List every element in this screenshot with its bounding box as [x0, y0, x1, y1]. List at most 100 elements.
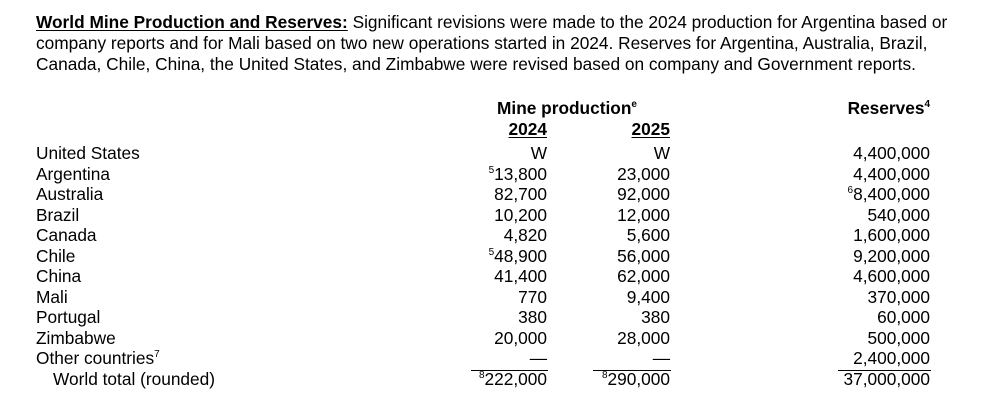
reserves-value: 8,400,000 [853, 184, 930, 204]
production-2025: 28,000 [617, 328, 670, 349]
reserves: 9,200,000 [853, 246, 930, 267]
table-row: Brazil 10,200 12,000 540,000 [0, 205, 1000, 226]
total-reserves-value: 37,000,000 [843, 368, 931, 389]
production-2024-value: 13,800 [494, 163, 547, 184]
production-2024-value: 770 [518, 286, 547, 307]
reserves-value: 4,400,000 [853, 143, 930, 163]
reserves: 540,000 [868, 205, 930, 226]
production-2024: W [531, 143, 547, 164]
country-name: Mali [36, 287, 68, 308]
production-2024: 20,000 [494, 328, 547, 349]
sum-rule-2025 [593, 369, 671, 371]
total-reserves: 37,000,000 [844, 369, 931, 390]
country-label: Brazil [36, 204, 80, 225]
production-2024-footnote: 5 [488, 164, 495, 176]
sum-rule-2024 [471, 369, 548, 371]
total-row: World total (rounded) 8222,000 8290,000 37,… [0, 369, 1000, 390]
table-row: Mali 770 9,400 370,000 [0, 287, 1000, 308]
reserves-value: 370,000 [867, 286, 930, 307]
production-2025-value: 23,000 [617, 163, 670, 184]
production-2025-value: 9,400 [626, 286, 670, 307]
production-2025-value: 62,000 [617, 266, 670, 286]
table-row: Portugal 380 380 60,000 [0, 307, 1000, 328]
reserves-header: Reserves4 [848, 98, 930, 118]
intro-line-3: Canada, Chile, China, the United States,… [36, 54, 916, 74]
reserves-value: 1,600,000 [853, 225, 930, 245]
production-2025: 5,600 [627, 225, 670, 246]
country-name: Zimbabwe [36, 328, 116, 349]
country-label: Portugal [36, 307, 101, 327]
production-2025: W [654, 143, 670, 164]
total-production-2025-footnote: 8 [601, 369, 608, 381]
production-2024-value: 48,900 [494, 245, 547, 266]
intro-line-2: company reports and for Mali based on tw… [36, 33, 928, 53]
country-label: Argentina [36, 163, 110, 184]
country-name: Australia [36, 184, 103, 205]
mine-production-header: Mine productione [497, 98, 637, 118]
reserves-footnote: 6 [847, 185, 854, 196]
reserves: 60,000 [877, 307, 930, 328]
production-2024-value: 20,000 [494, 327, 547, 348]
country-label: China [36, 266, 82, 286]
country-name: Other countries7 [36, 348, 160, 369]
total-production-2024-value: 222,000 [484, 368, 547, 389]
total-production-2025: 8290,000 [602, 369, 670, 390]
reserves-value: 500,000 [867, 327, 930, 348]
total-production-2024: 8222,000 [479, 369, 547, 390]
mine-production-label: Mine production [497, 98, 632, 118]
production-2025-value: W [653, 143, 670, 163]
production-2024-value: 380 [518, 307, 547, 327]
reserves: 68,400,000 [848, 184, 930, 205]
production-2025-value: 12,000 [617, 204, 670, 225]
reserves-footnote: 4 [924, 99, 930, 110]
reserves: 370,000 [868, 287, 930, 308]
reserves: 1,600,000 [853, 225, 930, 246]
production-2024: 10,200 [494, 205, 547, 226]
production-2024: 380 [518, 307, 547, 328]
table-row: Other countries7 — — 2,400,000 [0, 348, 1000, 369]
reserves-label: Reserves [847, 98, 925, 118]
reserves-value: 9,200,000 [853, 245, 930, 266]
production-2024: 548,900 [489, 246, 547, 267]
country-name: Portugal [36, 307, 100, 328]
production-2024-value: 82,700 [494, 184, 547, 204]
country-name: Chile [36, 246, 75, 267]
production-2025: 9,400 [627, 287, 670, 308]
intro-paragraph: World Mine Production and Reserves: Sign… [36, 12, 1000, 75]
production-2024: 4,820 [504, 225, 547, 246]
production-2024-value: W [530, 143, 547, 163]
production-2024: 770 [518, 287, 547, 308]
table-row: China 41,400 62,000 4,600,000 [0, 266, 1000, 287]
reserves-value: 2,400,000 [853, 348, 930, 368]
intro-line-1: World Mine Production and Reserves: Sign… [36, 12, 1000, 33]
country-name: United States [36, 143, 140, 164]
production-2024-value: 4,820 [503, 225, 547, 245]
country-label: Australia [36, 184, 104, 204]
section-heading: World Mine Production and Reserves: [36, 12, 348, 32]
reserves: 4,400,000 [853, 164, 930, 185]
production-2024-footnote: 5 [488, 246, 495, 258]
production-2025: 12,000 [617, 205, 670, 226]
production-table: United States W W 4,400,000 Argentina 513,800… [0, 143, 1000, 389]
sum-rule-reserves [838, 369, 931, 371]
table-row: Canada 4,820 5,600 1,600,000 [0, 225, 1000, 246]
country-name: Brazil [36, 205, 79, 226]
reserves-value: 4,600,000 [853, 266, 930, 286]
production-2024: 513,800 [489, 164, 547, 185]
production-2025: 92,000 [617, 184, 670, 205]
production-2025: 62,000 [617, 266, 670, 287]
production-2025-value: 28,000 [617, 327, 670, 348]
production-2025-value: 92,000 [617, 184, 670, 204]
country-name: Canada [36, 225, 97, 246]
country-label: Chile [36, 245, 76, 266]
reserves: 4,400,000 [853, 143, 930, 164]
table-row: Chile 548,900 56,000 9,200,000 [0, 246, 1000, 267]
reserves: 500,000 [868, 328, 930, 349]
country-name: Argentina [36, 164, 110, 185]
table-row: Argentina 513,800 23,000 4,400,000 [0, 164, 1000, 185]
production-2025-value: — [652, 348, 670, 368]
reserves: 2,400,000 [853, 348, 930, 369]
reserves-value: 4,400,000 [853, 163, 930, 184]
production-2025-value: 5,600 [626, 225, 670, 245]
intro-text-1: Significant revisions were made to the 2… [347, 12, 948, 32]
